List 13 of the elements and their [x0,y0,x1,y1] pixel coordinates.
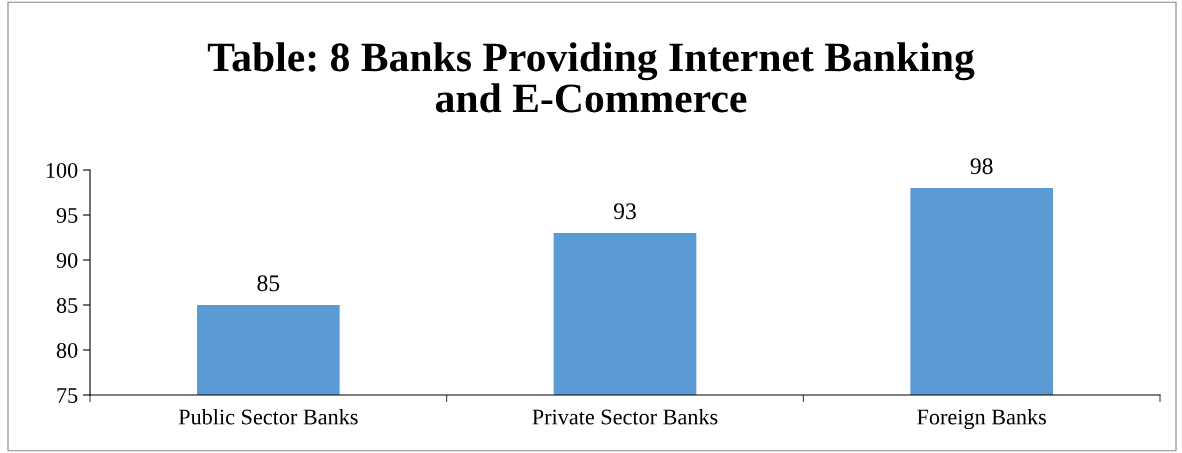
y-tick-label: 90 [56,252,78,268]
y-tick-label: 75 [57,388,78,403]
chart-title: Table: 8 Banks Providing Internet Banking and E-Commerce [207,42,975,113]
data-label: 98 [970,158,993,175]
y-tick-label: 100 [46,162,78,178]
data-label: 85 [257,275,280,292]
y-tick-label: 95 [56,207,78,223]
y-tick-label: 80 [56,342,78,358]
data-label: 93 [613,203,636,220]
x-tick-label: Foreign Banks [917,408,1046,430]
x-tick-label: Public Sector Banks [178,408,358,425]
y-tick-label: 85 [56,297,78,313]
x-tick-label: Private Sector Banks [532,408,718,425]
